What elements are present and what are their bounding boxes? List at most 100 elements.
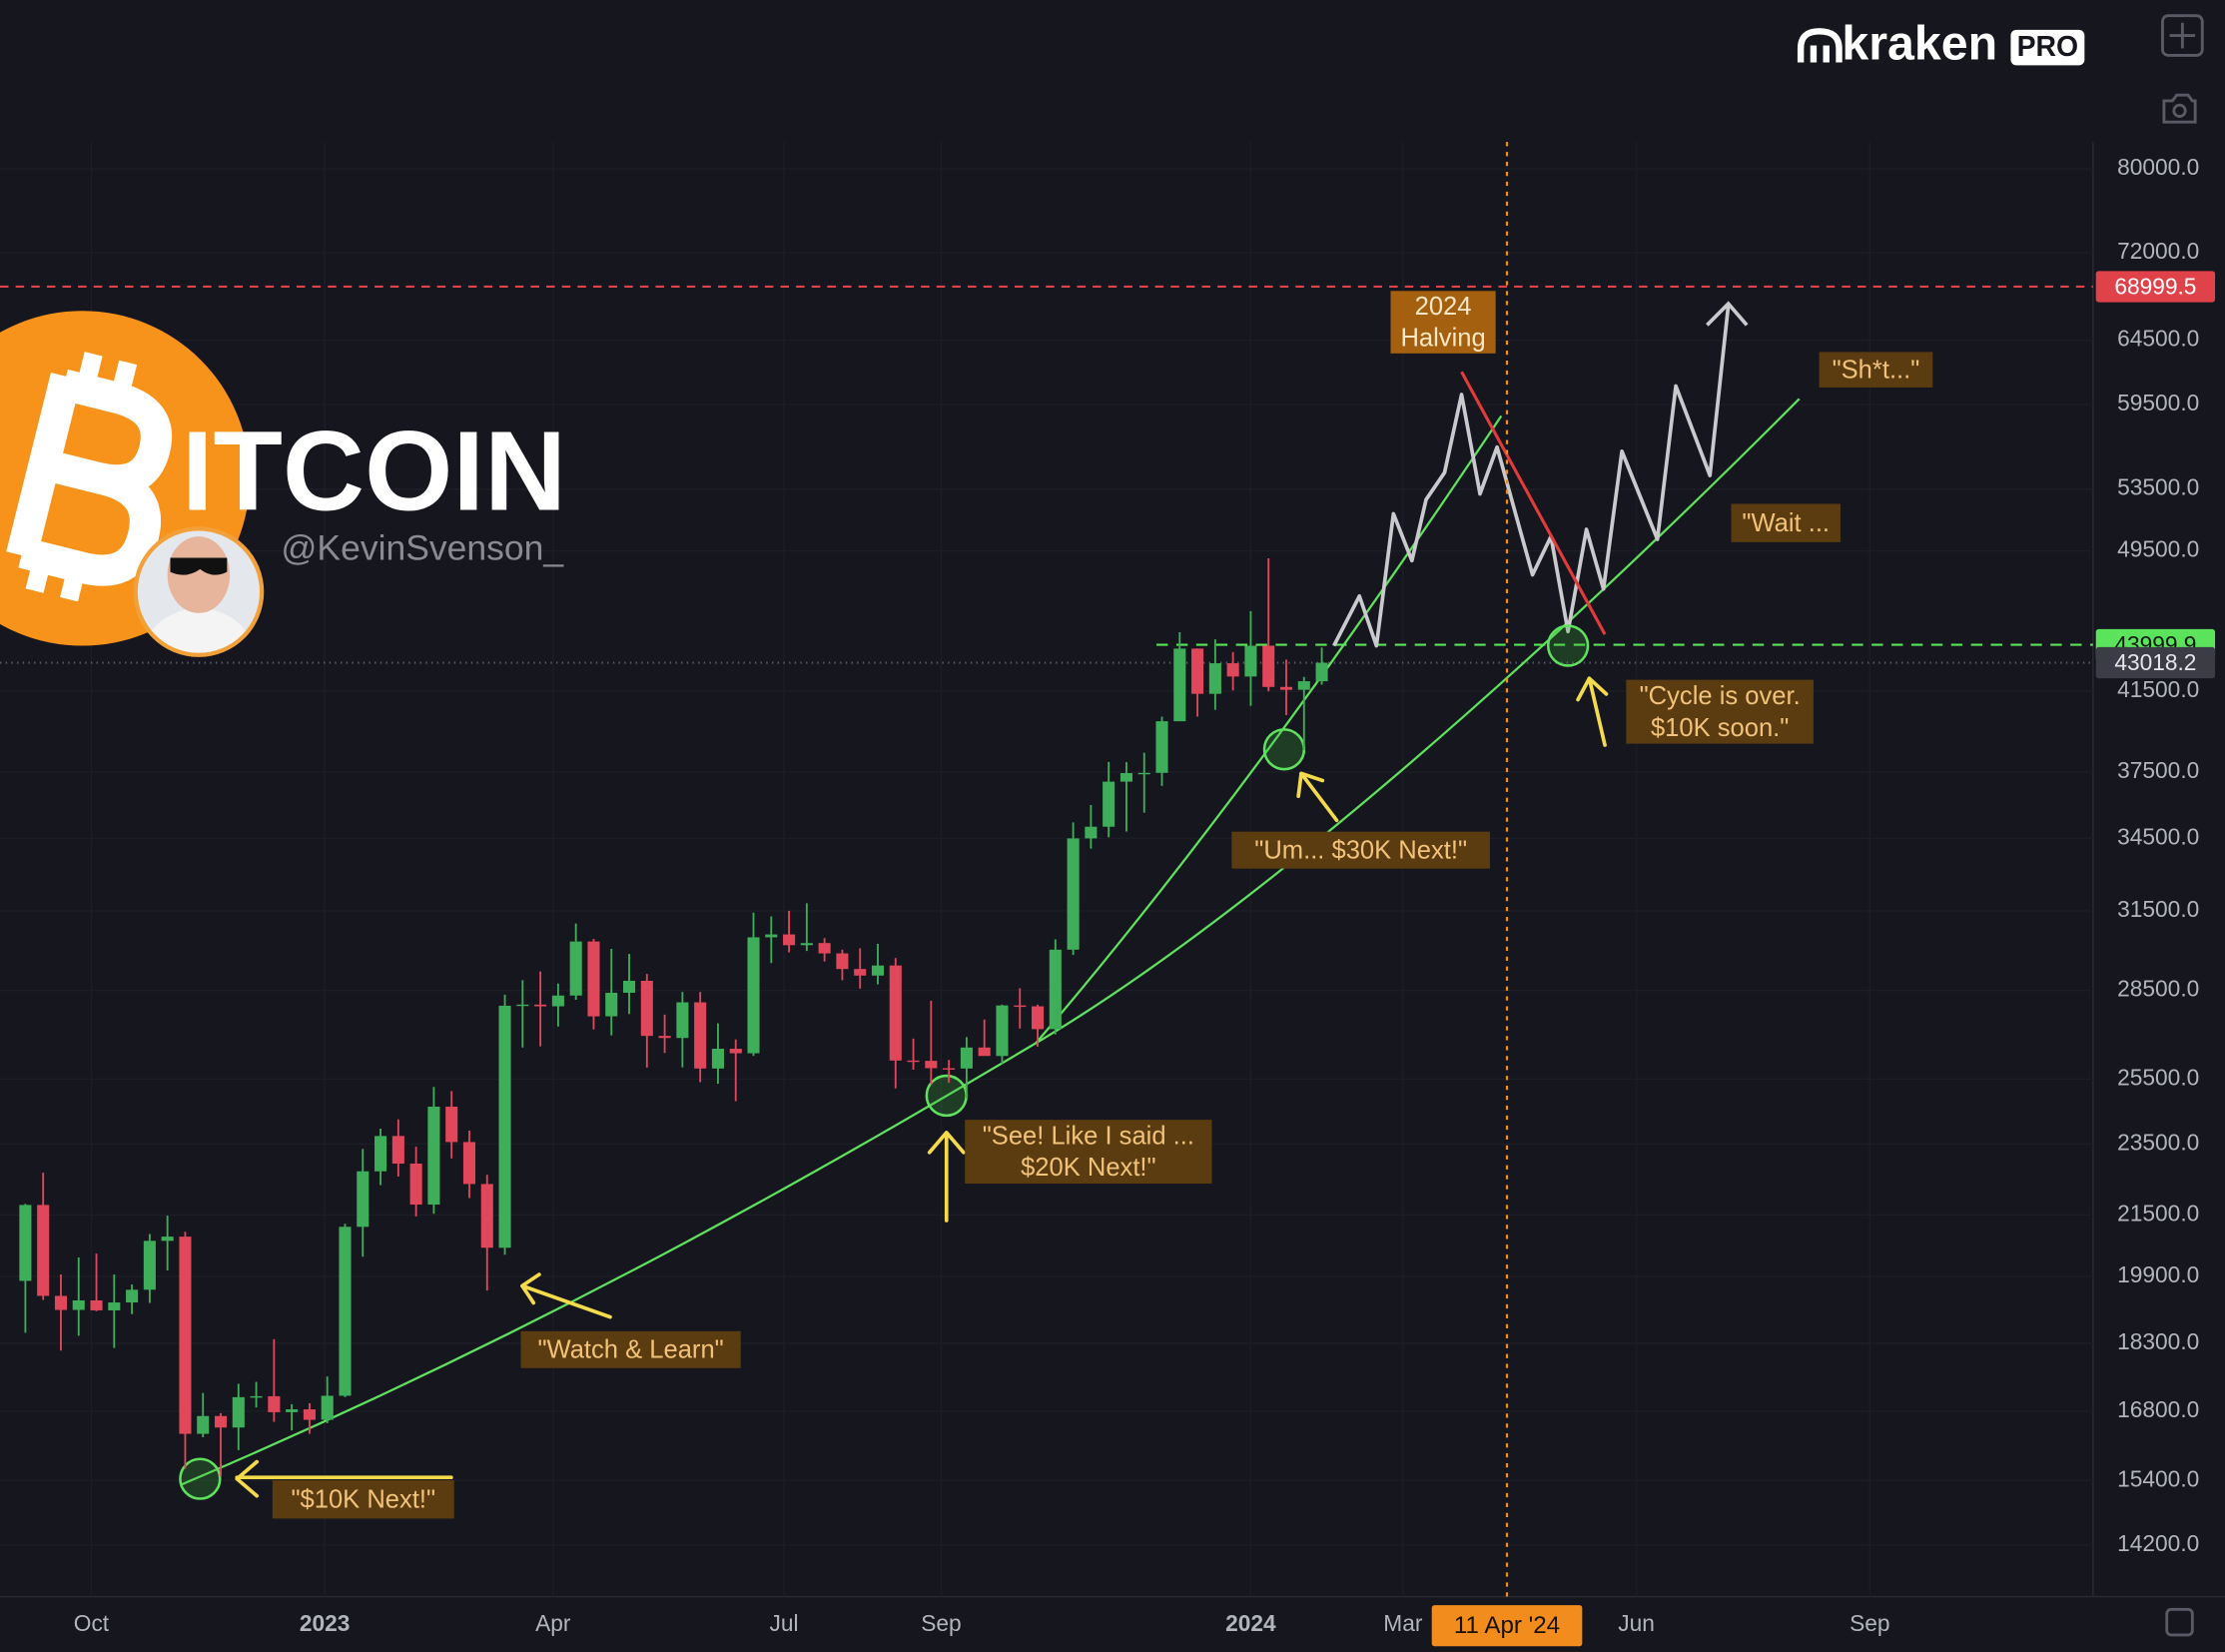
y-tick-label: 49500.0: [2117, 536, 2199, 562]
price-label-box: [2095, 646, 2216, 679]
candle-body: [889, 965, 902, 1061]
brand-badge: [2010, 29, 2085, 66]
y-tick-label: 18300.0: [2117, 1328, 2199, 1354]
candle-body: [1119, 773, 1132, 782]
brand-badge-text: PRO: [2017, 31, 2079, 63]
marker-circle: [1546, 624, 1590, 667]
camera-icon[interactable]: [2162, 93, 2197, 124]
candle-body: [339, 1227, 352, 1396]
candle-body: [960, 1047, 973, 1069]
projection-path: [1332, 305, 1731, 648]
y-tick-label: 37500.0: [2117, 757, 2199, 783]
marker-circle: [1262, 728, 1306, 771]
price-label: 43018.2: [2114, 649, 2196, 675]
logo-b: [6, 352, 173, 602]
annotation-text: "See! Like I said ...: [983, 1122, 1194, 1150]
annotation-text: Halving: [1400, 324, 1485, 352]
candle-body: [126, 1289, 139, 1303]
candle-body: [516, 1004, 529, 1007]
x-tick-label: Sep: [921, 1610, 961, 1636]
y-tick-label: 31500.0: [2117, 896, 2199, 922]
candle-body: [587, 941, 600, 1017]
candle-body: [1014, 1005, 1027, 1008]
avatar-photo: [137, 530, 261, 653]
x-tick-label: Sep: [1850, 1610, 1889, 1636]
projection-arrowhead: [1706, 301, 1749, 327]
candle-body: [357, 1171, 370, 1228]
candle-body: [268, 1395, 281, 1412]
marker-circle: [925, 1074, 968, 1118]
arrow: [1296, 771, 1339, 823]
candle-body: [427, 1107, 440, 1206]
layout-icon-lines: [2169, 22, 2196, 49]
candle-body: [462, 1142, 476, 1185]
candle-body: [1173, 648, 1186, 722]
settings-icon[interactable]: [2165, 1607, 2194, 1637]
candle-body: [1031, 1006, 1045, 1030]
y-tick-label: 53500.0: [2117, 474, 2199, 500]
x-tick-label: Jun: [1618, 1610, 1655, 1636]
y-tick-label: 23500.0: [2117, 1129, 2199, 1155]
candle-body: [854, 969, 867, 976]
candle-body: [161, 1237, 174, 1241]
candle-body: [836, 953, 849, 970]
candle-body: [321, 1395, 334, 1420]
y-tick-label: 25500.0: [2117, 1064, 2199, 1090]
candle-body: [303, 1409, 316, 1420]
candle-body: [925, 1061, 938, 1069]
trend-curve: [1035, 414, 1503, 1045]
avatar-shirt: [142, 607, 256, 653]
candle-body: [1191, 648, 1204, 694]
candle-body: [409, 1164, 422, 1206]
candle-body: [1085, 826, 1098, 839]
candle-body: [747, 937, 760, 1054]
annotation-box: [272, 1480, 454, 1519]
candle-body: [286, 1409, 299, 1412]
arrows: [235, 676, 1609, 1498]
candle-body: [605, 992, 618, 1017]
x-tick-label: Oct: [74, 1610, 110, 1636]
author-handle: @KevinSvenson_: [281, 528, 564, 568]
candle-body: [800, 943, 813, 946]
candle-body: [54, 1295, 68, 1310]
x-tick-label: Mar: [1383, 1610, 1423, 1636]
candle-body: [729, 1048, 742, 1054]
y-tick-label: 28500.0: [2117, 976, 2199, 1002]
annotation-box: [1731, 503, 1841, 542]
x-tick-label: Apr: [535, 1610, 571, 1636]
x-tick-label: 2023: [300, 1610, 351, 1636]
crosshair-label-box: [1431, 1605, 1583, 1647]
candle-body: [1297, 681, 1310, 690]
annotation-box: [1819, 352, 1933, 388]
annotation-text: "Watch & Learn": [537, 1335, 723, 1363]
candle-body: [534, 1004, 547, 1007]
candle-body: [765, 934, 778, 938]
candle-body: [943, 1068, 956, 1070]
avatar-face: [167, 536, 231, 613]
y-tick-label: 34500.0: [2117, 823, 2199, 849]
candle-body: [871, 965, 885, 976]
annotation-box: [1626, 679, 1814, 744]
candle-body: [90, 1299, 103, 1310]
annotation-text: $10K soon.": [1651, 714, 1789, 742]
annotation-text: 2024: [1415, 293, 1472, 321]
candle-body: [445, 1107, 458, 1143]
candle-body: [622, 980, 636, 993]
avatar: [133, 526, 265, 657]
annotation-text: "$10K Next!": [291, 1485, 435, 1513]
drawings: [179, 301, 1801, 1500]
toolbar: [2161, 14, 2204, 1637]
candle-body: [480, 1184, 493, 1248]
arrow: [235, 1459, 453, 1498]
candle-body: [1208, 663, 1221, 694]
arrow: [520, 1272, 612, 1319]
annotation-box: [965, 1120, 1212, 1185]
candle-body: [37, 1205, 50, 1296]
candle-body: [1137, 772, 1150, 775]
candle-body: [996, 1005, 1009, 1057]
layout-icon[interactable]: [2161, 14, 2204, 57]
candles: [19, 557, 1328, 1477]
